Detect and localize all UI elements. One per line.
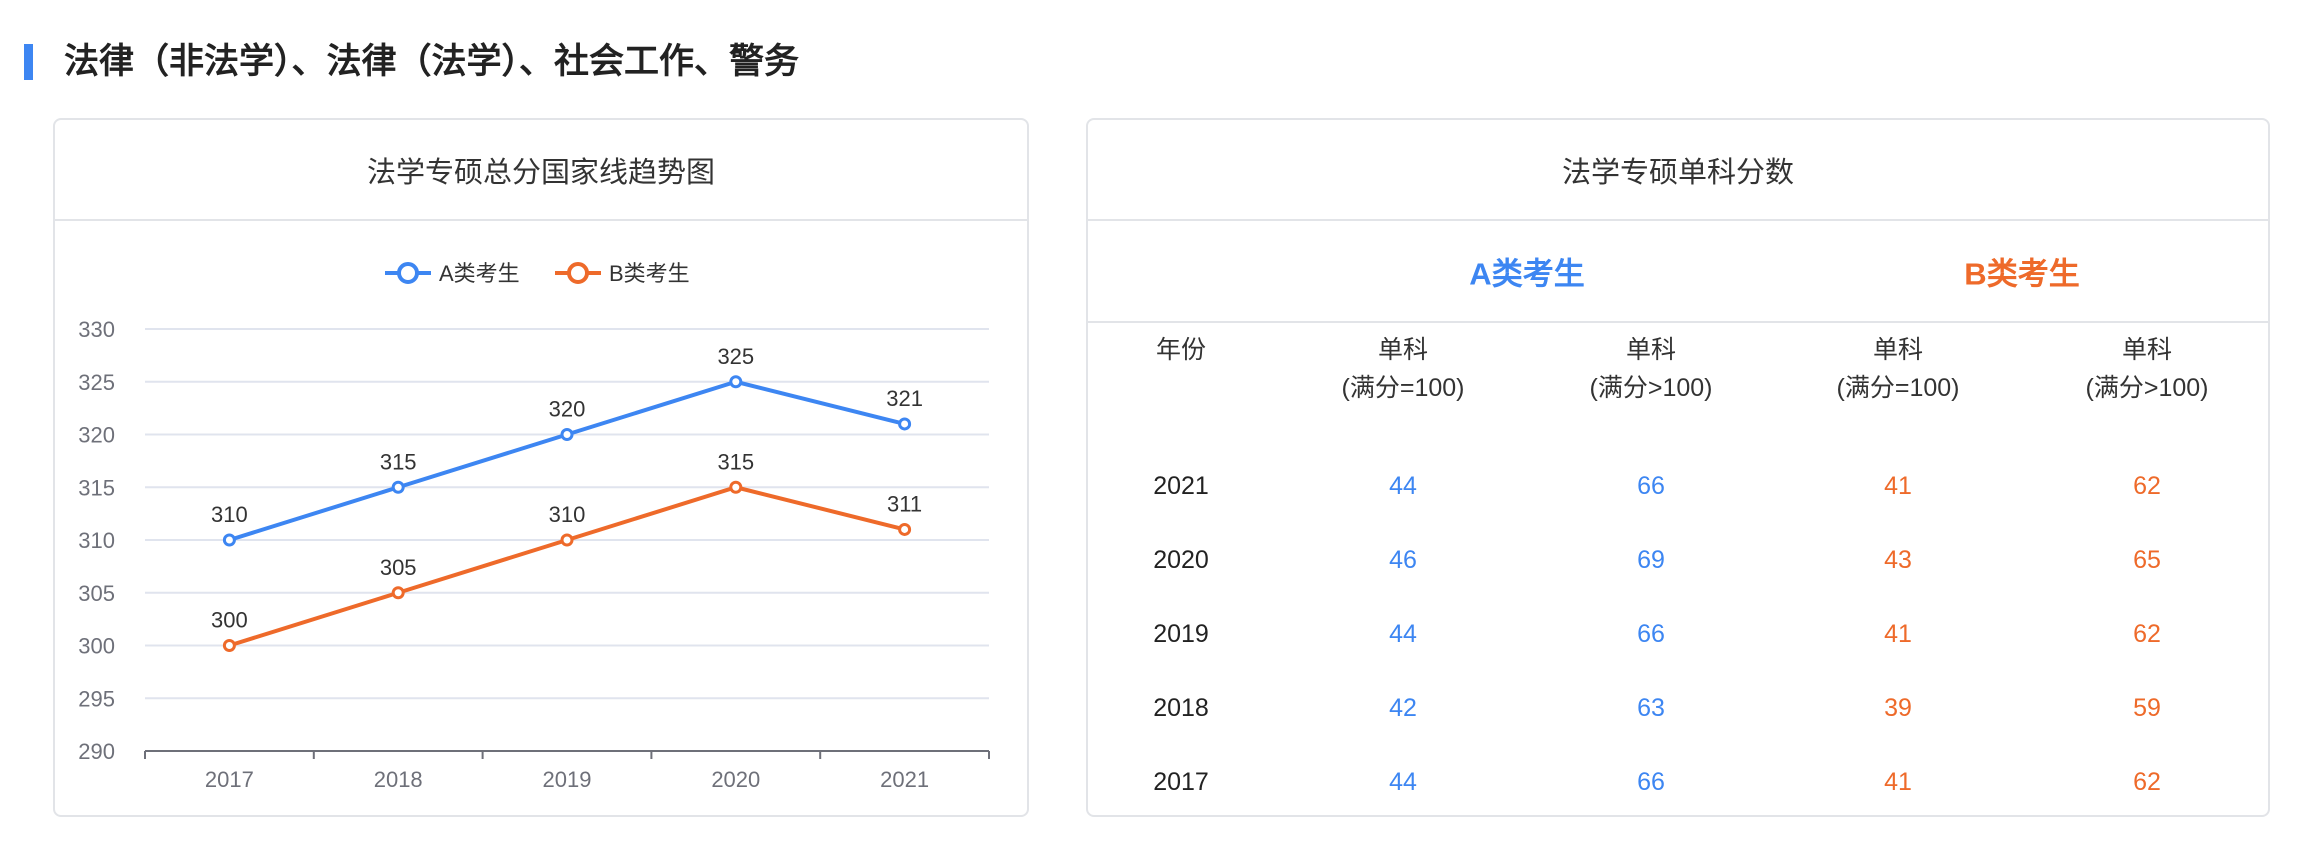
score-cell: 62	[2133, 620, 2161, 648]
score-cell: 44	[1389, 768, 1417, 796]
data-label: 305	[380, 555, 417, 580]
y-tick-label: 315	[78, 475, 115, 500]
column-header-line1: 单科	[1625, 336, 1676, 364]
data-point	[222, 639, 236, 652]
score-table: 年份 单科 (满分=100) 单科 (满分>100) 单科 (满分=100) 单科 (满分>10…	[1088, 323, 2268, 813]
column-header-line1: 单科	[2121, 336, 2172, 364]
legend-label: B类考生	[609, 261, 690, 286]
score-cell: 66	[1637, 620, 1665, 648]
data-label: 315	[717, 449, 754, 474]
y-tick-label: 330	[78, 317, 115, 342]
data-point	[391, 586, 405, 600]
x-tick-label: 2017	[205, 767, 254, 792]
legend-label: A类考生	[439, 261, 520, 286]
group-a-label: A类考生	[1469, 256, 1585, 292]
section-accent-bar	[24, 44, 33, 80]
data-label: 320	[549, 397, 586, 422]
score-cell: 39	[1884, 694, 1912, 722]
data-point	[729, 480, 743, 494]
data-label: 325	[717, 344, 754, 369]
data-label: 310	[211, 502, 248, 527]
row-year: 2020	[1153, 546, 1209, 574]
score-cell: 62	[2133, 472, 2161, 500]
chart-card-title: 法学专硕总分国家线趋势图	[55, 120, 1027, 221]
y-tick-label: 300	[78, 634, 115, 659]
y-tick-label: 310	[78, 528, 115, 553]
y-tick-label: 305	[78, 581, 115, 606]
row-year: 2017	[1153, 768, 1209, 796]
score-cell: 41	[1884, 768, 1912, 796]
column-header-line2: (满分>100)	[2085, 374, 2209, 402]
y-tick-label: 325	[78, 370, 115, 395]
score-cell: 41	[1884, 620, 1912, 648]
column-header: 单科 (满分=100)	[1837, 331, 1960, 407]
data-point	[560, 533, 574, 547]
score-cell: 65	[2133, 546, 2161, 574]
column-header-line2: (满分=100)	[1341, 374, 1465, 402]
score-cell: 66	[1637, 472, 1665, 500]
column-header: 单科 (满分=100)	[1342, 331, 1465, 407]
row-year: 2018	[1153, 694, 1209, 722]
score-cell: 44	[1389, 472, 1417, 500]
score-cell: 59	[2133, 694, 2161, 722]
data-point	[560, 428, 574, 441]
score-cell: 69	[1637, 546, 1665, 574]
data-point	[729, 375, 743, 389]
data-label: 315	[380, 449, 417, 474]
column-header: 单科 (满分>100)	[2086, 331, 2209, 407]
data-point	[222, 533, 236, 547]
score-cell: 62	[2133, 768, 2161, 796]
score-cell: 44	[1389, 620, 1417, 648]
column-header-line2: (满分=100)	[1836, 374, 1960, 402]
score-cell: 46	[1389, 546, 1417, 574]
chart-card: 法学专硕总分国家线趋势图 290 295 300 305 310 315 320 325 330…	[53, 118, 1029, 817]
score-cell: 42	[1389, 694, 1417, 722]
column-header-line1: 单科	[1377, 336, 1428, 364]
column-header-line1: 单科	[1872, 336, 1923, 364]
y-tick-label: 290	[78, 739, 115, 764]
data-label: 310	[549, 502, 586, 527]
table-card-title: 法学专硕单科分数	[1088, 120, 2268, 221]
row-year: 2021	[1153, 472, 1209, 500]
column-header: 年份	[1156, 331, 1206, 369]
score-cell: 66	[1637, 768, 1665, 796]
score-cell: 43	[1884, 546, 1912, 574]
score-cell: 41	[1884, 472, 1912, 500]
table-card: 法学专硕单科分数 A类考生 B类考生 年份 单科 (满分=100) 单科 (满分>100…	[1086, 118, 2270, 817]
section-title: 法律（非法学）、法律（法学）、社会工作、警务	[64, 42, 800, 81]
legend-marker-b	[567, 262, 589, 284]
data-label: 321	[886, 386, 923, 411]
data-point	[391, 480, 405, 494]
group-b-label: B类考生	[1964, 256, 2080, 292]
column-header-line1: 年份	[1155, 336, 1207, 364]
row-year: 2019	[1153, 620, 1209, 648]
x-tick-label: 2018	[374, 767, 423, 792]
data-label: 300	[211, 608, 248, 633]
column-header: 单科 (满分>100)	[1590, 331, 1713, 407]
x-tick-label: 2020	[711, 767, 760, 792]
y-tick-label: 295	[78, 686, 115, 711]
group-header-row: A类考生 B类考生	[1088, 221, 2268, 323]
x-tick-label: 2021	[880, 767, 929, 792]
legend-marker-a	[397, 262, 419, 284]
data-point	[898, 417, 912, 431]
x-tick-label: 2019	[543, 767, 592, 792]
column-header-line2: (满分>100)	[1589, 374, 1713, 402]
score-cell: 63	[1637, 694, 1665, 722]
data-label: 311	[887, 491, 922, 516]
y-tick-label: 320	[78, 423, 115, 448]
line-chart: 290 295 300 305 310 315 320 325 330 2017 2018 2019 2…	[78, 261, 990, 792]
data-point	[898, 522, 912, 536]
